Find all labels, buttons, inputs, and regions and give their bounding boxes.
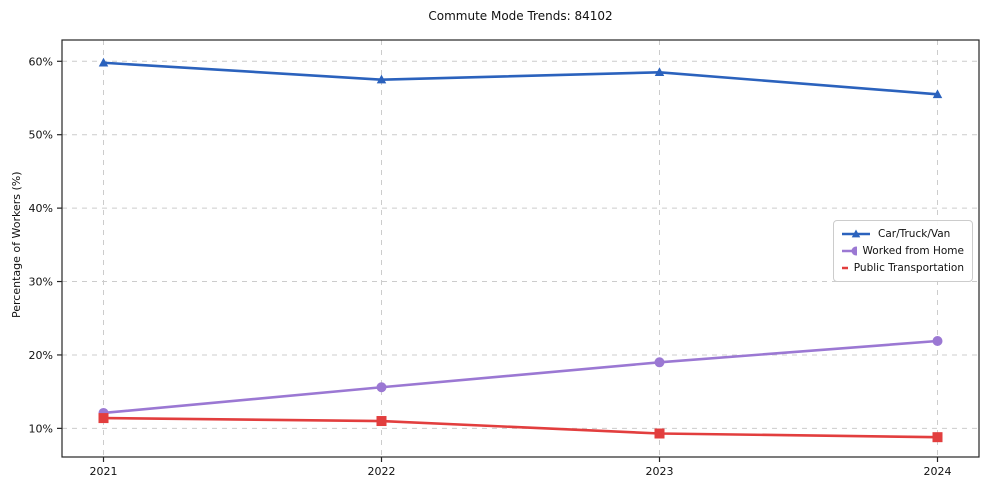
series-square <box>98 413 943 443</box>
y-tick-label: 50% <box>29 129 53 142</box>
triangle-marker <box>376 74 387 84</box>
circle-marker <box>932 336 943 347</box>
legend-label: Worked from Home <box>862 245 964 257</box>
legend-label: Public Transportation <box>853 262 964 274</box>
square-marker <box>932 432 943 443</box>
legend: Car/Truck/Van Worked from Home Public Tr… <box>833 220 973 282</box>
triangle-marker <box>851 229 861 238</box>
legend-swatch-square <box>842 266 848 270</box>
square-marker <box>98 413 109 424</box>
legend-item-public-transportation: Public Transportation <box>840 261 964 275</box>
triangle-marker <box>932 89 943 99</box>
circle-marker <box>654 357 665 368</box>
triangle-marker <box>98 57 109 67</box>
series-line <box>102 339 939 415</box>
series-line <box>102 61 939 96</box>
legend-item-worked-from-home: Worked from Home <box>840 244 964 258</box>
x-tick-label: 2021 <box>90 465 118 478</box>
legend-swatch-circle <box>842 246 857 256</box>
circle-marker <box>851 246 857 256</box>
circle-marker <box>376 382 387 393</box>
y-tick-label: 30% <box>29 276 53 289</box>
axes-border <box>61 39 980 458</box>
series-line <box>102 416 939 439</box>
square-marker <box>376 416 387 427</box>
y-tick-label: 10% <box>29 422 53 435</box>
chart-title: Commute Mode Trends: 84102 <box>428 9 613 23</box>
series-circle <box>98 336 943 418</box>
legend-item-car-truck-van: Car/Truck/Van <box>840 227 964 241</box>
square-marker <box>654 428 665 439</box>
x-tick-label: 2024 <box>924 465 952 478</box>
y-tick-label: 40% <box>29 202 53 215</box>
legend-label: Car/Truck/Van <box>878 228 951 240</box>
series-triangle <box>98 57 943 99</box>
y-tick-label: 60% <box>29 55 53 68</box>
legend-swatch-triangle <box>842 229 870 238</box>
x-tick-label: 2023 <box>646 465 674 478</box>
triangle-marker <box>654 67 665 77</box>
x-tick-label: 2022 <box>368 465 396 478</box>
y-tick-label: 20% <box>29 349 53 362</box>
